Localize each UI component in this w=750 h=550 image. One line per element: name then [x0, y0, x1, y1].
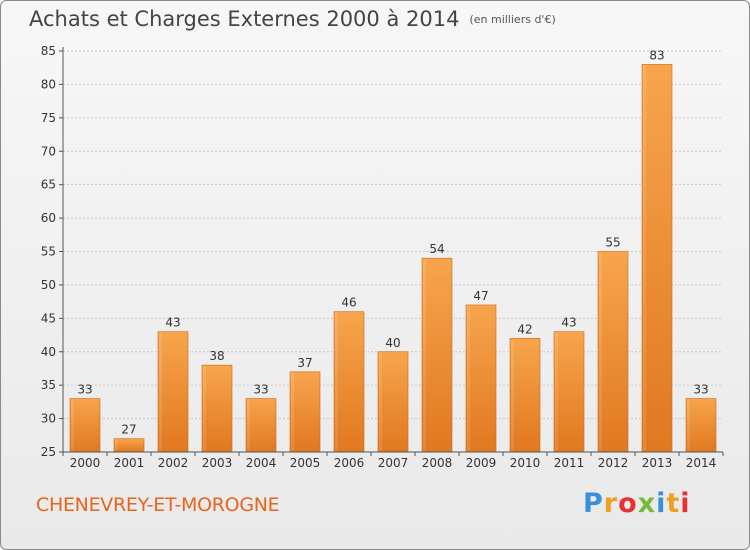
x-tick-label: 2008 — [422, 456, 453, 470]
x-tick-label: 2006 — [334, 456, 365, 470]
bar-highlight — [687, 399, 690, 451]
bar-highlight — [599, 252, 602, 451]
bar-2002 — [157, 331, 189, 453]
y-tick-label: 80 — [41, 77, 56, 91]
bar-highlight — [555, 332, 558, 451]
y-tick-label: 75 — [41, 111, 56, 125]
x-tick-label: 2004 — [246, 456, 277, 470]
bar-value-label: 47 — [473, 289, 488, 303]
bar-value-label: 54 — [429, 242, 444, 256]
x-tick-label: 2001 — [114, 456, 145, 470]
logo-letter: P — [583, 488, 604, 519]
y-tick-label: 60 — [41, 211, 56, 225]
bar-highlight — [247, 399, 250, 451]
bar-value-label: 40 — [385, 336, 400, 350]
x-tick-label: 2005 — [290, 456, 321, 470]
y-tick-label: 50 — [41, 278, 56, 292]
bar-value-label: 42 — [517, 322, 532, 336]
y-tick-label: 30 — [41, 412, 56, 426]
logo-letter: i — [656, 488, 667, 519]
bar-value-label: 27 — [121, 423, 136, 437]
x-tick-label: 2014 — [686, 456, 717, 470]
x-tick-label: 2000 — [70, 456, 101, 470]
bar-2012 — [597, 251, 629, 453]
bar-2009 — [465, 304, 497, 453]
y-tick-label: 65 — [41, 178, 56, 192]
bar-highlight — [335, 312, 338, 451]
bar-highlight — [115, 439, 118, 451]
y-tick-label: 55 — [41, 245, 56, 259]
bars: 33 27 43 38 33 37 46 40 54 47 42 43 55 83 33 — [69, 48, 717, 453]
bar-highlight — [379, 352, 382, 451]
bar-highlight — [291, 372, 294, 451]
bar-value-label: 55 — [605, 236, 620, 250]
bar-2010 — [509, 338, 541, 453]
bar-2004 — [245, 398, 277, 453]
logo-letter: r — [603, 488, 619, 519]
bar-2008 — [421, 257, 453, 453]
bar-2003 — [201, 364, 233, 453]
bar-2006 — [333, 311, 365, 453]
y-tick-label: 70 — [41, 144, 56, 158]
y-tick-label: 85 — [41, 44, 56, 58]
bar-value-label: 46 — [341, 296, 356, 310]
bar-value-label: 37 — [297, 356, 312, 370]
bar-2005 — [289, 371, 321, 453]
chart-subtitle: (en milliers d'€) — [469, 13, 556, 26]
bar-value-label: 33 — [253, 383, 268, 397]
y-tick-label: 25 — [41, 445, 56, 459]
x-tick-label: 2010 — [510, 456, 541, 470]
bar-value-label: 43 — [561, 316, 576, 330]
y-axis: 25 30 35 40 45 50 55 60 65 70 75 80 85 — [41, 44, 64, 459]
bar-2011 — [553, 331, 585, 453]
x-tick-label: 2003 — [202, 456, 233, 470]
bar-2000 — [69, 398, 101, 453]
logo-letter: o — [618, 488, 638, 519]
logo-letter: i — [680, 488, 691, 519]
x-axis: 2000 2001 2002 2003 2004 2005 2006 2007 2008 2009… — [62, 451, 724, 470]
x-tick-label: 2002 — [158, 456, 189, 470]
bar-highlight — [423, 259, 426, 451]
bar-highlight — [71, 399, 74, 451]
bar-value-label: 38 — [209, 349, 224, 363]
commune-name: CHENEVREY-ET-MOROGNE — [36, 494, 280, 516]
bar-2007 — [377, 351, 409, 453]
bar-highlight — [159, 332, 162, 451]
logo-letter: x — [637, 488, 657, 519]
bar-value-label: 43 — [165, 316, 180, 330]
proxiti-logo: Proxiti — [583, 488, 691, 519]
y-tick-label: 45 — [41, 311, 56, 325]
y-tick-label: 35 — [41, 378, 56, 392]
bar-highlight — [467, 305, 470, 451]
x-tick-label: 2013 — [642, 456, 673, 470]
bar-2001 — [113, 438, 145, 453]
bar-value-label: 33 — [693, 383, 708, 397]
bar-2014 — [685, 398, 717, 453]
bar-value-label: 33 — [77, 383, 92, 397]
x-tick-label: 2009 — [466, 456, 497, 470]
y-tick-label: 40 — [41, 345, 56, 359]
x-tick-label: 2007 — [378, 456, 409, 470]
logo-letter: t — [666, 488, 681, 519]
x-tick-label: 2011 — [554, 456, 585, 470]
bar-highlight — [203, 366, 206, 451]
chart-title: Achats et Charges Externes 2000 à 2014 (e… — [29, 7, 556, 31]
chart-title-text: Achats et Charges Externes 2000 à 2014 — [29, 7, 460, 31]
bar-value-label: 83 — [649, 48, 664, 62]
bar-2013 — [641, 64, 673, 453]
bar-highlight — [643, 65, 646, 451]
x-tick-label: 2012 — [598, 456, 629, 470]
bar-highlight — [511, 339, 514, 451]
